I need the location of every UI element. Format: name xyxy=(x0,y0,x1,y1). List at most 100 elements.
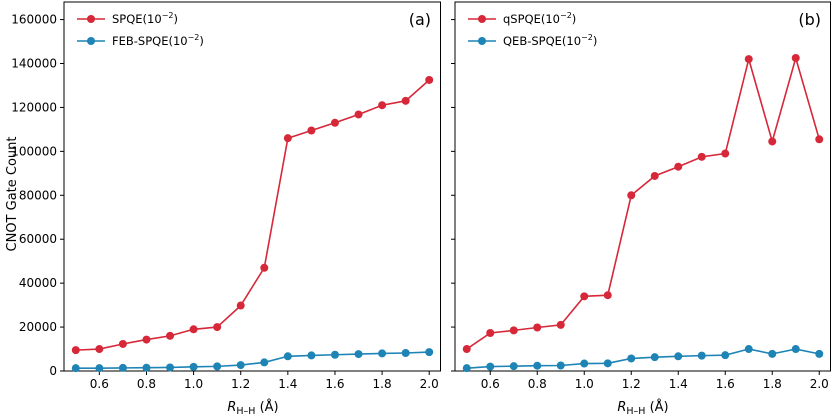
x-tick-label-a: 1.4 xyxy=(278,377,297,391)
legend-label-main: QEB-SPQE(10 xyxy=(503,34,581,48)
panel-label-a: (a) xyxy=(409,10,431,29)
legend-marker-b-1 xyxy=(478,37,486,45)
data-point-a-0 xyxy=(166,331,175,340)
data-point-b-0 xyxy=(674,162,683,171)
data-point-a-0 xyxy=(354,110,363,119)
data-point-b-1 xyxy=(815,349,824,358)
data-point-a-1 xyxy=(189,362,198,371)
x-tick-label-b: 1.6 xyxy=(716,377,735,391)
data-point-b-1 xyxy=(533,361,542,370)
data-point-a-1 xyxy=(166,363,175,372)
panel-b: 0.6 0.8 1.0 1.2 1.4 1.6 1.8 2.0qSPQE(10−2)QEB-S… xyxy=(451,1,831,391)
data-point-b-1 xyxy=(744,345,753,354)
data-point-a-1 xyxy=(425,348,434,357)
data-point-a-0 xyxy=(213,323,222,332)
data-point-b-0 xyxy=(603,291,612,300)
data-point-a-1 xyxy=(213,362,222,371)
data-point-b-1 xyxy=(768,349,777,358)
data-point-b-1 xyxy=(462,364,471,373)
x-tick-label-a: 2.0 xyxy=(420,377,439,391)
panel-a: 0.6 0.8 1.0 1.2 1.4 1.6 1.8 2.0 0 20000 40000 60000… xyxy=(11,1,441,391)
data-point-b-1 xyxy=(580,359,589,368)
data-point-a-0 xyxy=(236,301,245,310)
legend-label-exponent: −2 xyxy=(162,11,174,20)
data-point-b-1 xyxy=(674,352,683,361)
data-point-a-0 xyxy=(260,263,269,272)
data-point-b-0 xyxy=(791,54,800,63)
data-point-a-1 xyxy=(95,364,104,373)
data-point-b-1 xyxy=(486,362,495,371)
y-tick-label-a: 100000 xyxy=(11,144,57,158)
data-point-a-1 xyxy=(330,350,339,359)
data-point-b-0 xyxy=(580,292,589,301)
legend-label-exponent: −2 xyxy=(188,33,200,42)
legend-label-a-0: SPQE(10−2) xyxy=(112,11,178,26)
data-point-b-1 xyxy=(650,353,659,362)
data-point-b-0 xyxy=(650,171,659,180)
data-point-b-0 xyxy=(509,326,518,335)
data-point-a-0 xyxy=(189,325,198,334)
legend-label-main: FEB-SPQE(10 xyxy=(112,34,188,48)
series-line-b-1 xyxy=(466,348,820,369)
legend-label-b-1: QEB-SPQE(10−2) xyxy=(503,33,597,48)
y-axis-label: CNOT Gate Count xyxy=(5,137,20,252)
data-point-b-0 xyxy=(462,345,471,354)
y-tick-label-a: 60000 xyxy=(19,232,57,246)
series-line-b-0 xyxy=(466,55,821,350)
x-tick-label-b: 1.4 xyxy=(669,377,688,391)
y-tick-label-a: 80000 xyxy=(19,188,57,202)
data-point-b-1 xyxy=(603,359,612,368)
data-point-a-1 xyxy=(260,358,269,367)
data-point-b-0 xyxy=(627,191,636,200)
data-point-b-0 xyxy=(768,137,777,146)
legend-label-suffix: ) xyxy=(199,34,204,48)
x-tick-label-a: 0.8 xyxy=(137,377,156,391)
x-axis-label-a: RH–H (Å) xyxy=(227,399,278,416)
legend-marker-a-0 xyxy=(87,15,95,23)
x-tick-label-b: 1.2 xyxy=(622,377,641,391)
data-point-a-1 xyxy=(71,364,80,373)
legend-label-suffix: ) xyxy=(173,12,178,26)
y-tick-label-a: 140000 xyxy=(11,57,57,71)
x-tick-label-a: 0.6 xyxy=(90,377,109,391)
legend-marker-b-0 xyxy=(478,15,486,23)
data-point-b-0 xyxy=(556,320,565,329)
data-point-a-0 xyxy=(142,335,151,344)
data-point-b-1 xyxy=(556,361,565,370)
data-point-b-0 xyxy=(815,135,824,144)
x-tick-label-b: 1.0 xyxy=(575,377,594,391)
x-tick-label-a: 1.2 xyxy=(231,377,250,391)
x-tick-label-b: 0.6 xyxy=(481,377,500,391)
data-point-a-0 xyxy=(307,126,316,135)
legend-label-b-0: qSPQE(10−2) xyxy=(503,11,576,26)
data-point-b-1 xyxy=(721,351,730,360)
data-point-a-1 xyxy=(378,349,387,358)
data-point-b-0 xyxy=(486,329,495,338)
data-point-b-1 xyxy=(791,345,800,354)
x-tick-label-a: 1.6 xyxy=(325,377,344,391)
data-point-a-1 xyxy=(236,361,245,370)
legend-label-suffix: ) xyxy=(593,34,598,48)
data-point-a-0 xyxy=(118,339,127,348)
data-point-a-0 xyxy=(330,118,339,127)
data-point-b-0 xyxy=(533,323,542,332)
data-point-b-0 xyxy=(697,152,706,161)
data-point-a-1 xyxy=(354,350,363,359)
x-tick-label-b: 0.8 xyxy=(528,377,547,391)
data-point-b-0 xyxy=(721,149,730,158)
x-tick-label-b: 2.0 xyxy=(810,377,829,391)
data-point-a-0 xyxy=(71,346,80,355)
data-point-a-0 xyxy=(425,75,434,84)
data-point-a-1 xyxy=(307,351,316,360)
series-line-a-1 xyxy=(75,351,430,369)
legend-label-suffix: ) xyxy=(572,12,577,26)
data-point-b-1 xyxy=(509,362,518,371)
legend-label-exponent: −2 xyxy=(581,33,593,42)
data-point-a-1 xyxy=(118,363,127,372)
y-tick-label-a: 0 xyxy=(49,364,57,378)
data-point-a-0 xyxy=(95,345,104,354)
legend-label-a-1: FEB-SPQE(10−2) xyxy=(112,33,204,48)
data-point-a-0 xyxy=(283,134,292,143)
panel-label-b: (b) xyxy=(798,10,821,29)
legend-label-exponent: −2 xyxy=(560,11,572,20)
